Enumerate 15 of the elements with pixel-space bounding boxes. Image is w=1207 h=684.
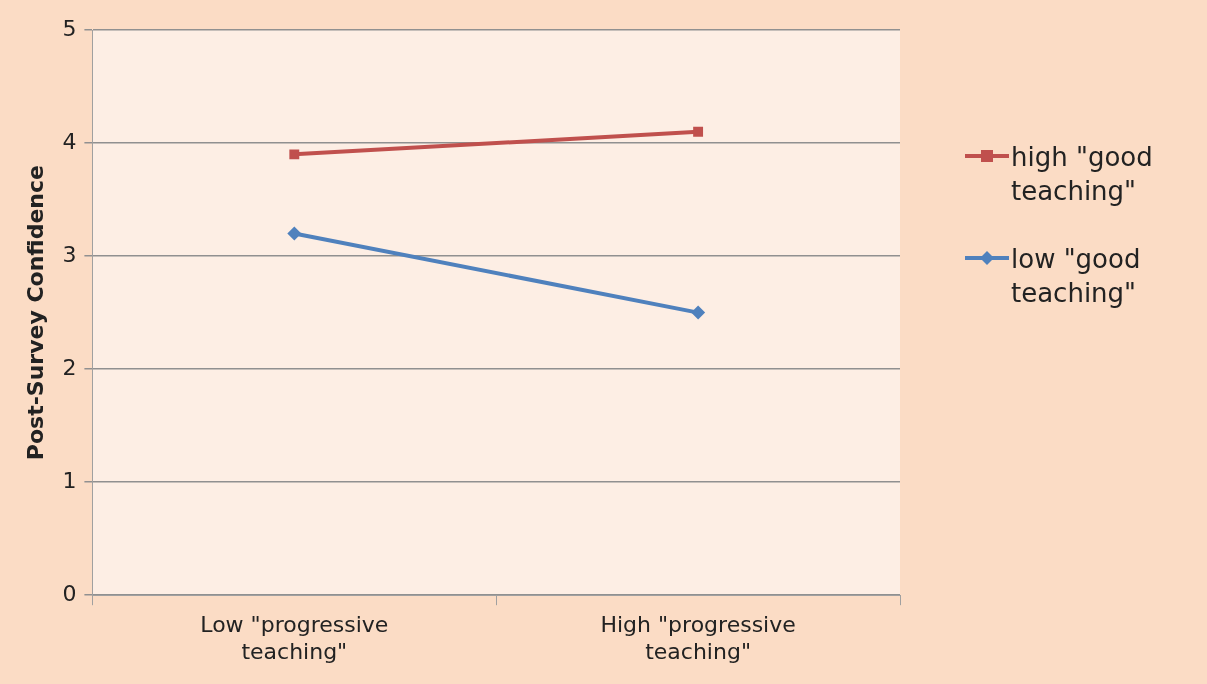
y-tick-label: 5 bbox=[62, 15, 77, 41]
point bbox=[691, 305, 706, 320]
point bbox=[287, 226, 302, 241]
x-tick-label: Low "progressive teaching" bbox=[200, 612, 389, 664]
legend-label: low "good teaching" bbox=[1011, 243, 1142, 310]
legend-label: high "good teaching" bbox=[1011, 141, 1154, 208]
y-tick-label: 4 bbox=[62, 128, 77, 154]
y-tick-label: 3 bbox=[62, 241, 77, 267]
y-tick-label: 2 bbox=[62, 354, 77, 380]
y-tick-label: 1 bbox=[62, 467, 77, 493]
point bbox=[693, 126, 704, 137]
point bbox=[289, 149, 300, 160]
x-tick-label: High "progressive teaching" bbox=[600, 612, 796, 664]
y-axis-title: Post-Survey Confidence bbox=[22, 165, 48, 461]
y-tick-label: 0 bbox=[62, 580, 77, 606]
